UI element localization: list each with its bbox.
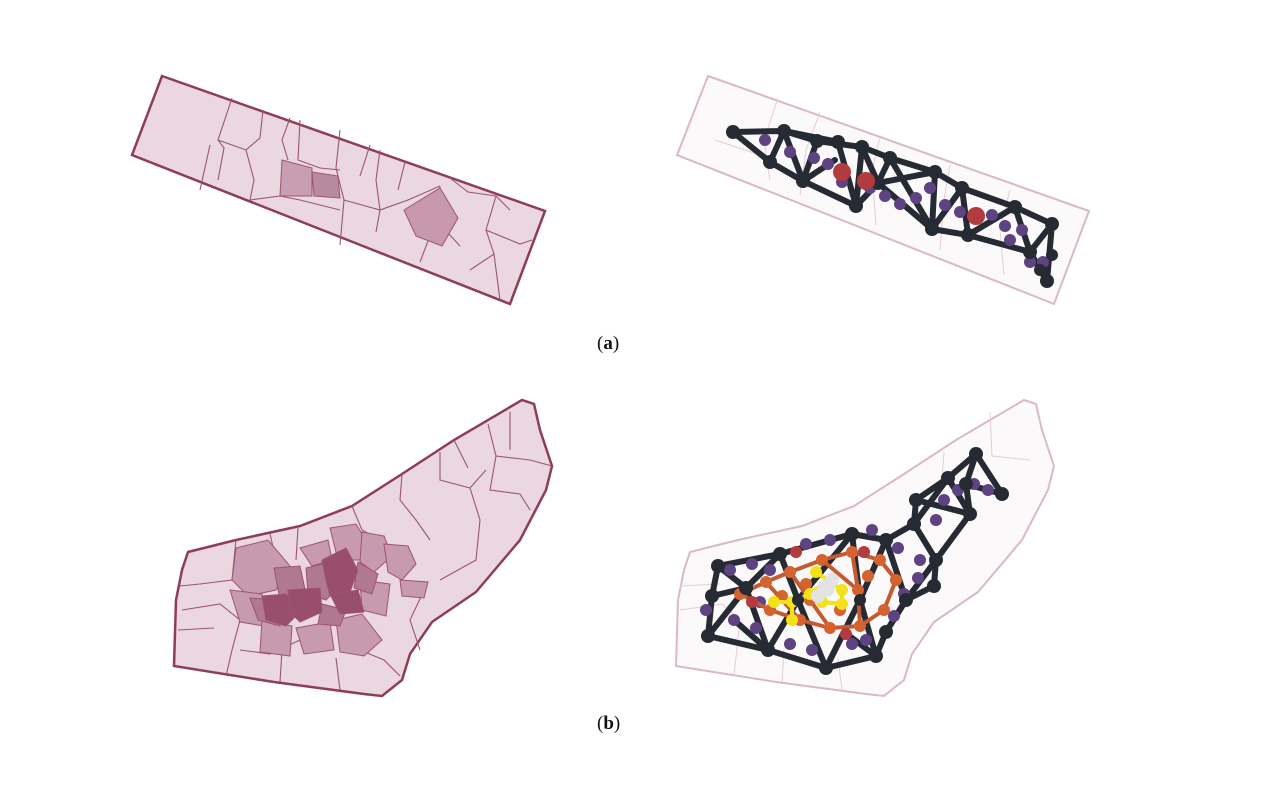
caption-a-letter: a — [603, 333, 613, 354]
panel-a-highlight-cell-3 — [403, 187, 459, 247]
caption-b-letter: b — [603, 713, 614, 734]
caption-b-close: ) — [613, 713, 621, 734]
panel-b-graph — [674, 398, 1056, 698]
panel-a-highlight-cell-1 — [279, 159, 313, 197]
panel-b-dark-nodes — [701, 447, 1009, 675]
caption-a-close: ) — [612, 333, 620, 354]
caption-a: (a) — [597, 333, 619, 355]
caption-a-open: ( — [597, 333, 604, 354]
panel-a-graph — [675, 74, 1091, 306]
panel-b-center-nodes — [811, 573, 839, 603]
panel-b-purple-nodes — [700, 478, 994, 656]
panel-a-red-nodes — [833, 163, 985, 225]
caption-b: (b) — [597, 713, 620, 735]
panel-a-highlight-cell-2 — [311, 171, 341, 199]
panel-a-region-map — [130, 74, 547, 306]
panel-b-region-map — [172, 398, 554, 698]
panel-b-highlight-cells — [229, 523, 429, 657]
panel-b-red-nodes — [746, 546, 870, 640]
panel-a-dark-nodes — [726, 124, 1059, 288]
caption-b-open: ( — [597, 713, 604, 734]
